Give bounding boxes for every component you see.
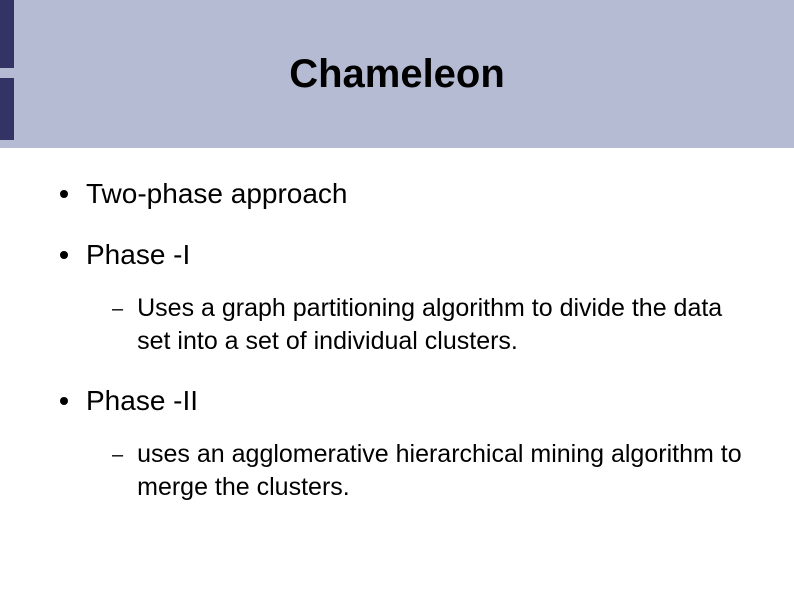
bullet-item: Phase -I	[60, 237, 754, 272]
bullet-dot-icon	[60, 190, 68, 198]
sub-bullet-text: uses an agglomerative hierarchical minin…	[137, 438, 754, 503]
bullet-item: Two-phase approach	[60, 176, 754, 211]
sub-bullet-item: – Uses a graph partitioning algorithm to…	[112, 292, 754, 357]
content-area: Two-phase approach Phase -I – Uses a gra…	[0, 148, 794, 595]
bullet-dot-icon	[60, 397, 68, 405]
slide-title: Chameleon	[289, 52, 505, 97]
sub-bullet-text: Uses a graph partitioning algorithm to d…	[137, 292, 754, 357]
title-area: Chameleon	[0, 0, 794, 148]
bullet-text: Phase -I	[86, 237, 190, 272]
bullet-dot-icon	[60, 251, 68, 259]
bullet-dash-icon: –	[112, 442, 123, 468]
sub-bullet-item: – uses an agglomerative hierarchical min…	[112, 438, 754, 503]
bullet-item: Phase -II	[60, 383, 754, 418]
bullet-dash-icon: –	[112, 296, 123, 322]
bullet-text: Phase -II	[86, 383, 198, 418]
bullet-text: Two-phase approach	[86, 176, 348, 211]
